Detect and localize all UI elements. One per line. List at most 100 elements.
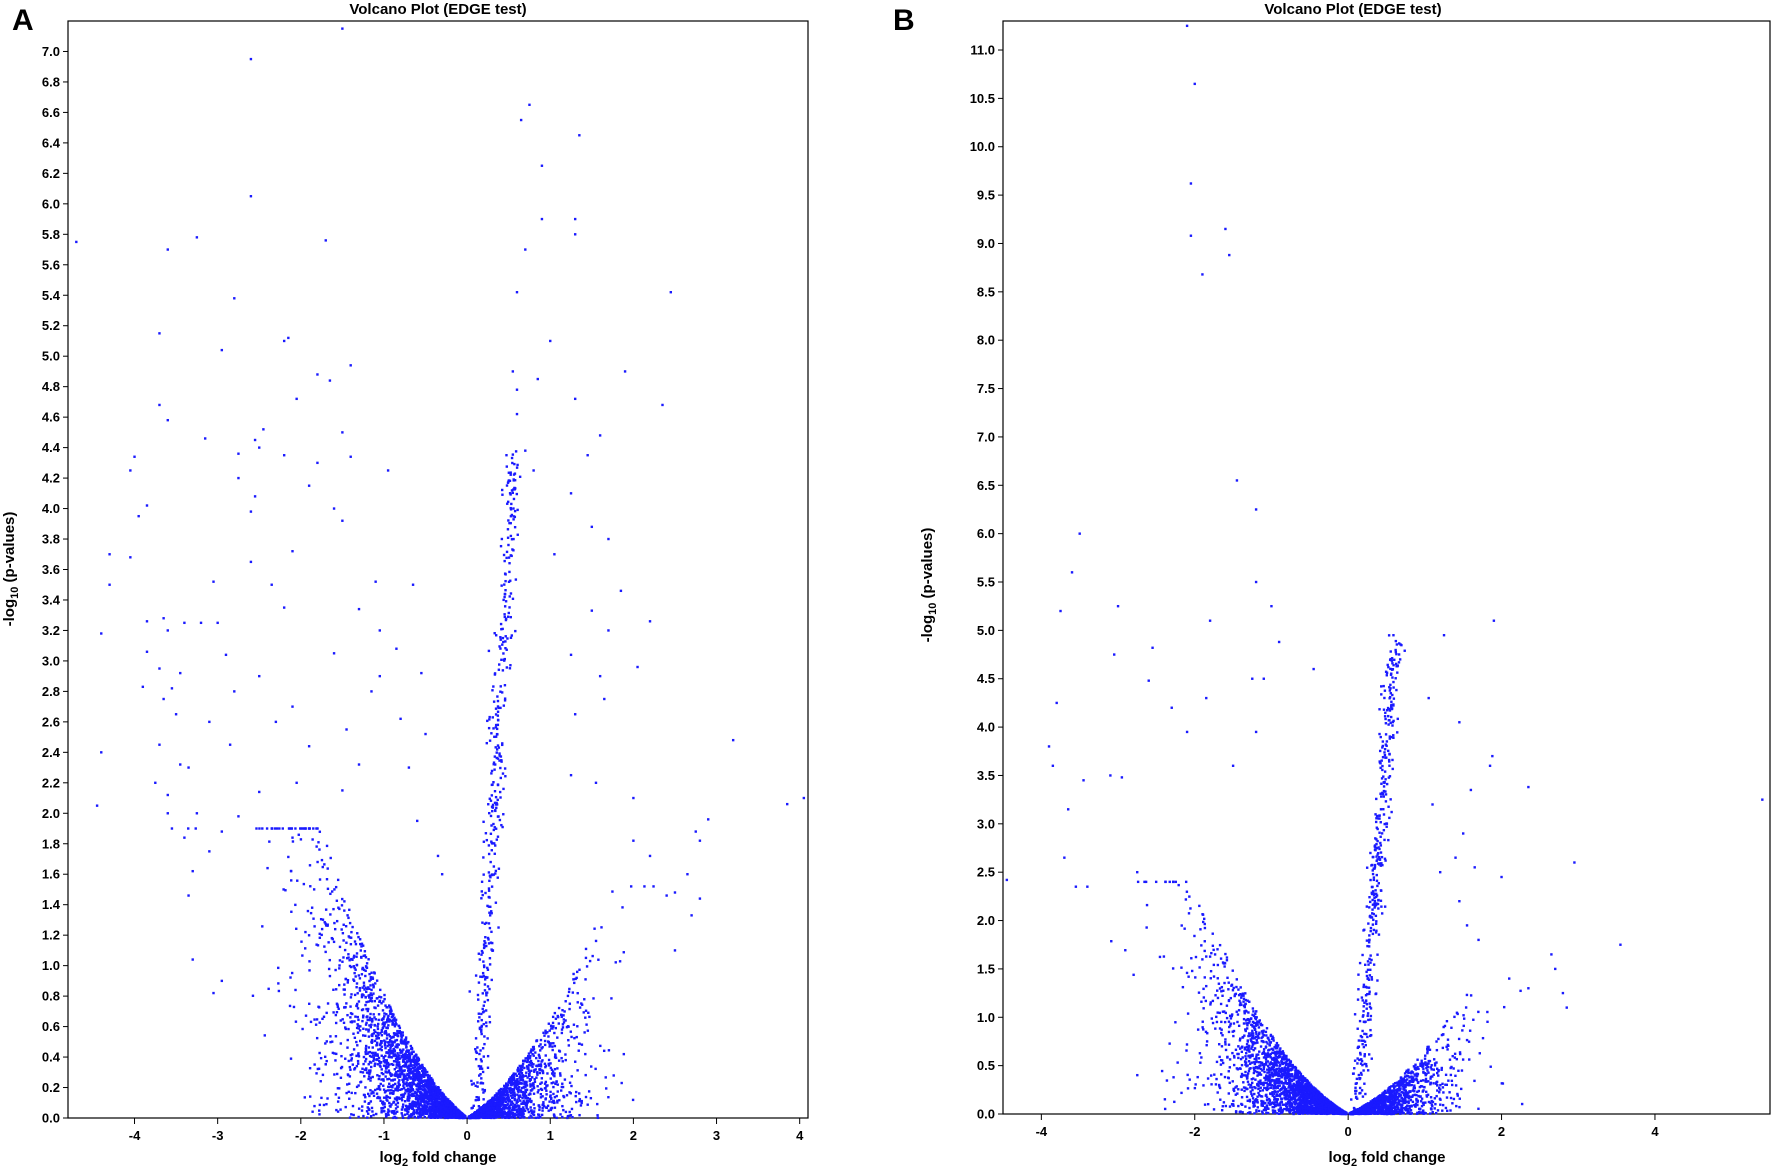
panel-a-data-point — [507, 1080, 510, 1084]
panel-a-data-point — [389, 1005, 392, 1009]
panel-a-data-point — [422, 1098, 425, 1102]
panel-a-data-point — [361, 944, 365, 947]
panel-a-data-point — [400, 1032, 403, 1036]
panel-a-data-point — [474, 1116, 478, 1119]
panel-a-data-point — [363, 954, 367, 957]
panel-a-data-point — [512, 1108, 515, 1112]
panel-a-data-point — [583, 998, 586, 1001]
panel-a-data-point — [356, 1044, 359, 1047]
panel-a-data-point — [346, 956, 349, 960]
panel-a-data-point — [537, 1059, 540, 1063]
panel-a-data-point — [500, 1109, 503, 1113]
panel-a-data-point — [393, 1112, 396, 1115]
panel-a-data-point — [332, 907, 335, 911]
panel-a-y-tick-label: 3.2 — [42, 623, 60, 638]
panel-a-data-point — [548, 1042, 551, 1045]
panel-a-data-point — [290, 910, 293, 913]
panel-a-data-point — [489, 875, 492, 879]
panel-a-data-point — [410, 1113, 413, 1117]
panel-a-data-point — [331, 1040, 334, 1043]
panel-a-data-point — [450, 1109, 453, 1112]
panel-a-data-point — [536, 1085, 539, 1088]
panel-a-data-point — [567, 1025, 570, 1028]
panel-a-data-point — [287, 855, 290, 859]
panel-a-data-point — [514, 578, 518, 581]
panel-a-data-point — [690, 914, 693, 917]
panel-a-data-point — [357, 1024, 360, 1027]
panel-a-data-point — [510, 1079, 514, 1083]
panel-a-data-point — [661, 403, 664, 407]
panel-a-data-point — [494, 1116, 498, 1119]
panel-a-data-point — [575, 1100, 578, 1104]
panel-a-data-point — [162, 697, 165, 701]
panel-a-data-point — [575, 1035, 578, 1039]
panel-a-data-point — [590, 1065, 593, 1068]
panel-a-data-point — [237, 476, 240, 480]
panel-a-data-point — [369, 1079, 372, 1082]
panel-a-data-point — [408, 1102, 411, 1106]
panel-a-data-point — [498, 663, 501, 666]
panel-a-data-point — [605, 1087, 608, 1090]
panel-a-data-point — [607, 1049, 611, 1052]
panel-a-data-point — [483, 1109, 486, 1112]
panel-a-data-point — [343, 993, 346, 996]
panel-a-data-point — [408, 1089, 411, 1093]
panel-a-data-point — [430, 1105, 433, 1109]
panel-a-data-point — [385, 1094, 388, 1098]
panel-a-data-point — [353, 940, 357, 943]
panel-a-data-point — [368, 996, 371, 999]
panel-a-data-point — [516, 1070, 520, 1073]
panel-a-data-point — [537, 1104, 540, 1107]
panel-a-data-point — [539, 1063, 543, 1066]
panel-a-data-point — [492, 1106, 496, 1110]
panel-a-data-point — [415, 1058, 419, 1062]
panel-a-data-point — [212, 991, 215, 995]
panel-a-data-point — [356, 992, 359, 995]
panel-a-data-point — [317, 1006, 321, 1009]
panel-a-data-point — [397, 1031, 400, 1035]
panel-a-data-point — [648, 620, 652, 623]
panel-a-data-point — [513, 462, 516, 466]
panel-b-data-point — [1202, 987, 1205, 991]
panel-a-data-point — [707, 818, 710, 821]
panel-a-data-point — [375, 1037, 378, 1040]
panel-a-data-point — [433, 1091, 437, 1094]
panel-b-y-tick-label: 2.0 — [977, 913, 995, 928]
panel-a-x-axis-label: log2 fold change — [380, 1149, 497, 1169]
panel-a-data-point — [560, 1031, 564, 1035]
panel-a-data-point — [580, 1003, 584, 1006]
panel-a-data-point — [356, 1023, 359, 1026]
panel-a-data-point — [567, 1044, 571, 1047]
panel-a-data-point — [400, 1068, 403, 1071]
panel-a-data-point — [496, 714, 500, 717]
panel-a-data-point — [618, 960, 622, 963]
panel-a-data-point — [629, 885, 633, 888]
panel-a-data-point — [349, 1053, 352, 1057]
panel-a-data-point — [529, 1050, 533, 1053]
panel-a-data-point — [494, 746, 497, 749]
panel-a-data-point — [368, 1108, 371, 1112]
panel-a-data-point — [318, 936, 322, 940]
panel-a-data-point — [509, 515, 513, 518]
panel-a-data-point — [357, 763, 361, 766]
panel-a-data-point — [395, 647, 398, 650]
panel-a-data-point — [488, 1101, 492, 1104]
panel-a-data-point — [440, 1116, 443, 1119]
panel-a-data-point — [590, 609, 594, 612]
panel-a-data-point — [497, 926, 500, 929]
panel-a-data-point — [429, 1085, 432, 1088]
panel-a-data-point — [494, 723, 498, 727]
panel-a-data-point — [350, 993, 353, 996]
panel-a-data-point — [338, 964, 341, 967]
panel-a-data-point — [360, 973, 364, 976]
panel-a-data-point — [523, 1109, 527, 1113]
panel-a-y-tick-label: 6.0 — [42, 196, 60, 211]
panel-a-data-point — [343, 988, 346, 991]
panel-a-data-point — [434, 1103, 437, 1107]
panel-a-data-point — [540, 1069, 544, 1072]
panel-a-data-point — [380, 1045, 383, 1048]
panel-a-data-point — [340, 1054, 343, 1058]
panel-a-data-point — [555, 1116, 558, 1120]
panel-a-y-tick-label: 1.4 — [42, 897, 61, 912]
panel-a-data-point — [345, 941, 348, 944]
